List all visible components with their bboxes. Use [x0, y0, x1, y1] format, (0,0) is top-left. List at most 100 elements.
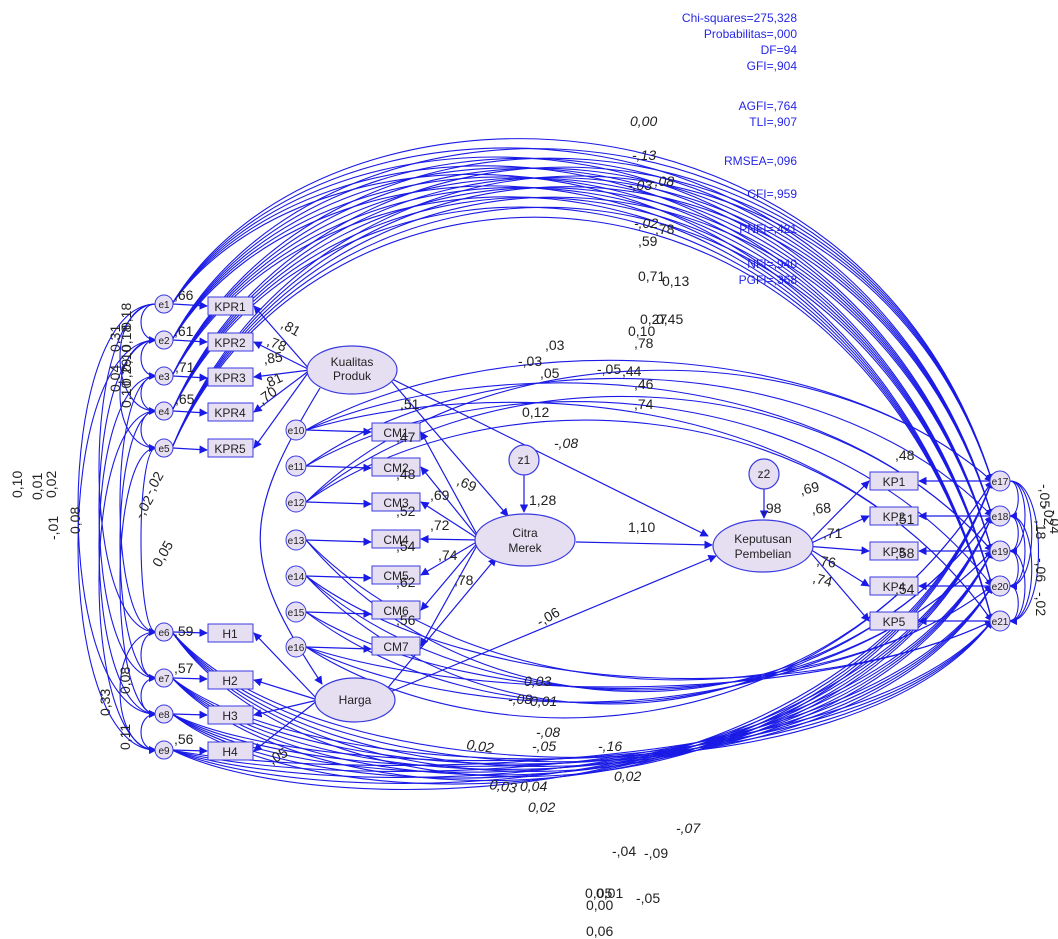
left-covariance-arc	[77, 303, 157, 718]
left-covariance-arc	[140, 303, 157, 344]
svg-text:e12: e12	[288, 498, 305, 509]
r2-h1: ,59	[174, 623, 194, 639]
covariance-arc	[171, 515, 993, 776]
cov-label: ,18	[1033, 520, 1049, 540]
covariance-arc	[171, 206, 994, 622]
covariance-arc	[171, 177, 994, 552]
loading-cm3: ,69	[430, 487, 450, 503]
covariance-arc	[171, 480, 994, 782]
error-edge	[172, 746, 208, 755]
cov-label: 0,04	[107, 365, 123, 392]
svg-text:e10: e10	[288, 426, 305, 437]
cov-label: -,03	[628, 177, 652, 193]
cov-label: 0,01	[530, 693, 557, 709]
fit-agfi: AGFI=,764	[739, 99, 798, 113]
disturbance-z2-label: z2	[758, 467, 771, 481]
loading-edge	[420, 539, 481, 647]
error-e12: e12	[285, 491, 307, 513]
fit-chi-square: Chi-squares=275,328	[682, 11, 797, 25]
loading-kp5: ,74	[811, 569, 834, 590]
loading-edge	[420, 539, 481, 576]
covariance-arc	[171, 206, 994, 587]
loading-edge	[253, 678, 319, 701]
cov-label: 0,29	[118, 359, 134, 386]
left-covariance-arc	[98, 375, 157, 718]
cov-label: -,08	[536, 724, 560, 740]
fit-rmsea: RMSEA=,096	[724, 154, 797, 168]
disturbance-z2: z2	[748, 458, 780, 490]
right-covariance-arc	[1009, 480, 1033, 590]
cov-label: 0,12	[522, 404, 549, 420]
latent-keputusan-pembelian: Keputusan Pembelian	[712, 519, 814, 573]
svg-text:KP1: KP1	[883, 475, 906, 489]
svg-text:KP2: KP2	[883, 510, 906, 524]
loading-edge	[253, 369, 311, 413]
cov-label: 0,27	[640, 311, 667, 327]
loading-edge	[253, 632, 319, 701]
loading-kp2: ,68	[811, 499, 832, 517]
error-edge	[305, 537, 372, 546]
cov-label: ,59	[638, 233, 658, 249]
path-edges	[172, 301, 990, 755]
loading-edge	[804, 515, 870, 547]
r2-kpr2: ,61	[174, 323, 194, 339]
covariance-arc	[171, 167, 994, 517]
latent-kualitas-produk-line1: Kualitas	[331, 355, 374, 369]
disturbance-z1: z1	[508, 444, 540, 476]
indicator-cm1: CM1	[371, 422, 421, 442]
error-edge	[305, 499, 372, 508]
error-edge	[172, 301, 208, 310]
cov-label: -,07	[676, 820, 701, 836]
error-e20: e20	[989, 575, 1011, 597]
indicator-cm2: CM2	[371, 457, 421, 477]
indicator-h4: H4	[207, 741, 254, 761]
covariance-arc	[171, 196, 995, 622]
svg-text:e8: e8	[158, 710, 170, 721]
cov-label: 0,05	[149, 538, 177, 570]
cov-label: -,03	[518, 353, 542, 369]
r2-cm2: ,48	[396, 466, 416, 482]
error-e7: e7	[154, 668, 174, 688]
right-covariance-arc	[1009, 585, 1019, 625]
cov-label: -,13	[632, 147, 656, 163]
covariance-arc	[171, 620, 993, 760]
r2-cm4: ,54	[396, 538, 416, 554]
cov-label: ,05	[540, 365, 560, 381]
coef-cm-kp: 1,10	[628, 519, 655, 535]
error-e18: e18	[989, 505, 1011, 527]
loading-edge	[420, 431, 481, 541]
error-e17: e17	[989, 470, 1011, 492]
covariance-arc	[171, 187, 994, 587]
left-covariance-arc	[140, 631, 157, 682]
indicator-cm3: CM3	[371, 492, 421, 512]
svg-text:e18: e18	[992, 512, 1009, 523]
left-covariance-arc	[119, 410, 157, 682]
svg-text:CM6: CM6	[383, 604, 409, 618]
svg-text:CM3: CM3	[383, 496, 409, 510]
svg-text:e2: e2	[158, 336, 170, 347]
cov-label: 0,10	[118, 345, 134, 372]
covariance-arc	[171, 187, 994, 552]
cov-label: -,01	[45, 516, 61, 540]
path-coefficients: ,51 1,10 -,06 1,28 ,98	[400, 396, 782, 630]
loading-kpr4: ,81	[261, 369, 286, 392]
indicator-h2: H2	[207, 670, 254, 690]
svg-text:CM1: CM1	[383, 426, 409, 440]
cov-label: 0,05	[585, 885, 612, 901]
error-e3: e3	[154, 366, 174, 386]
svg-text:KPR1: KPR1	[214, 300, 246, 314]
fit-df: DF=94	[761, 43, 798, 57]
loading-edge	[253, 369, 311, 449]
indicator-kpr1: KPR1	[207, 296, 254, 316]
error-edge	[172, 337, 208, 346]
covariance-arc	[171, 173, 995, 622]
cov-label: -,08	[508, 691, 532, 707]
latent-harga-label: Harga	[339, 693, 372, 707]
center-covariance-arc	[305, 419, 993, 622]
loading-kpr3: ,85	[262, 348, 284, 367]
loading-cm2: ,69	[455, 472, 480, 495]
error-edge	[172, 674, 208, 683]
loading-edge	[253, 369, 311, 381]
observed-indicators: KPR1 KPR2 KPR3 KPR4 KPR5 CM1 CM2 CM3 CM4…	[207, 296, 919, 761]
latent-harga: Harga	[314, 677, 396, 723]
